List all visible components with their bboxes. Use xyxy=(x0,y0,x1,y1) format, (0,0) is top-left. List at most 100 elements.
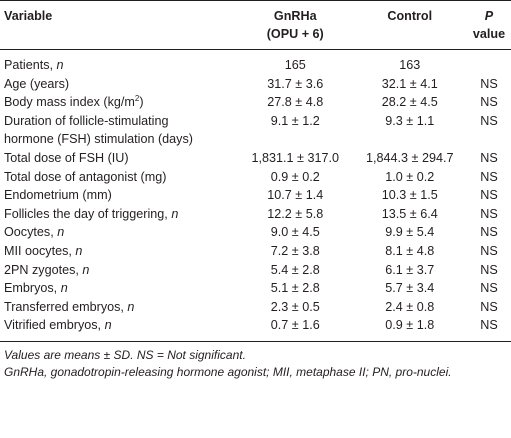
cell: 27.8 ± 4.8 xyxy=(267,95,324,110)
label: n xyxy=(56,58,64,72)
cell: 32.1 ± 4.1 xyxy=(381,76,438,91)
cell: NS xyxy=(480,281,498,296)
cell: NS xyxy=(480,206,498,221)
cell: 2.3 ± 0.5 xyxy=(270,299,320,314)
row: 2PN zygotes, n 5.4 ± 2.8 6.1 ± 3.7 NS xyxy=(0,261,511,280)
cell: NS xyxy=(480,318,498,333)
cell: 6.1 ± 3.7 xyxy=(385,262,435,277)
footnotes: Values are means ± SD. NS = Not signific… xyxy=(0,342,511,381)
row: Patients, n 165 163 xyxy=(0,50,511,75)
header-cell: Control xyxy=(353,1,468,50)
cell: NS xyxy=(480,169,498,184)
row: Oocytes, n 9.0 ± 4.5 9.9 ± 5.4 NS xyxy=(0,223,511,242)
cell: 1.0 ± 0.2 xyxy=(385,169,435,184)
cell: 2PN zygotes, n xyxy=(0,261,238,280)
row: Transferred embryos, n 2.3 ± 0.5 2.4 ± 0.8… xyxy=(0,298,511,317)
row: MII oocytes, n 7.2 ± 3.8 8.1 ± 4.8 NS xyxy=(0,242,511,261)
cell: NS xyxy=(480,243,498,258)
label: Oocytes, xyxy=(4,225,58,240)
row: Vitrified embryos, n 0.7 ± 1.6 0.9 ± 1.8 NS xyxy=(0,316,511,341)
cell: 9.3 ± 1.1 xyxy=(385,113,435,128)
label: Follicles the day of triggering, xyxy=(4,206,172,221)
label: 2 xyxy=(134,94,140,103)
label: n xyxy=(60,281,68,296)
cell: Age (years) xyxy=(4,76,70,91)
label: 2PN zygotes, xyxy=(4,262,83,277)
label: n xyxy=(171,206,179,221)
header-text: (OPU + 6) xyxy=(266,27,324,41)
cell: 28.2 ± 4.5 xyxy=(381,95,438,110)
label: n xyxy=(57,225,65,240)
header-text: Control xyxy=(387,9,433,23)
cell: 0.7 ± 1.6 xyxy=(270,318,320,333)
label: Duration of follicle-stimulating xyxy=(4,113,169,128)
label: Body mass index (kg/m xyxy=(4,95,135,110)
row: Embryos, n 5.1 ± 2.8 5.7 ± 3.4 NS xyxy=(0,279,511,298)
cell: 0.9 ± 0.2 xyxy=(270,169,320,184)
cell xyxy=(467,50,511,75)
row: Follicles the day of triggering, n 12.2 ±… xyxy=(0,205,511,224)
label: Patients, xyxy=(4,58,57,72)
cell: Embryos, n xyxy=(0,279,238,298)
label: hormone (FSH) stimulation (days) xyxy=(4,132,193,147)
cell: 1,831.1 ± 317.0 xyxy=(251,150,339,165)
cell: NS xyxy=(480,95,498,110)
label: Vitrified embryos, xyxy=(4,318,105,333)
label: Transferred embryos, xyxy=(4,299,128,314)
cell: 5.7 ± 3.4 xyxy=(385,281,435,296)
cell: 13.5 ± 6.4 xyxy=(381,206,438,221)
cell: Total dose of FSH (IU) xyxy=(4,150,129,165)
cell: Duration of follicle-stimulating hormone … xyxy=(0,112,238,149)
header-cell: GnRHa (OPU + 6) xyxy=(238,1,353,50)
row: Total dose of FSH (IU) 1,831.1 ± 317.0 1,8… xyxy=(0,149,511,168)
cell: Endometrium (mm) xyxy=(4,188,112,203)
cell: NS xyxy=(480,188,498,203)
row: Total dose of antagonist (mg) 0.9 ± 0.2 1.… xyxy=(0,168,511,187)
cell: 31.7 ± 3.6 xyxy=(267,76,324,91)
cell: 10.7 ± 1.4 xyxy=(267,188,324,203)
header-text: Variable xyxy=(4,9,53,23)
label: n xyxy=(104,318,112,333)
cell: Follicles the day of triggering, n xyxy=(0,205,238,224)
cell: Transferred embryos, n xyxy=(0,298,238,317)
label: ) xyxy=(139,95,144,110)
cell: NS xyxy=(480,76,498,91)
footnote: Values are means ± SD. NS = Not signific… xyxy=(4,347,246,362)
cell: Body mass index (kg/m2) xyxy=(0,93,238,112)
cell: 8.1 ± 4.8 xyxy=(385,243,435,258)
cell: 1,844.3 ± 294.7 xyxy=(366,150,454,165)
cell: 9.1 ± 1.2 xyxy=(270,113,320,128)
row: Age (years) 31.7 ± 3.6 32.1 ± 4.1 NS xyxy=(0,75,511,94)
cell: Oocytes, n xyxy=(0,223,238,242)
cell: MII oocytes, n xyxy=(0,242,238,261)
cell: 7.2 ± 3.8 xyxy=(270,243,320,258)
label: n xyxy=(82,262,90,277)
cell: 5.1 ± 2.8 xyxy=(270,281,320,296)
header-text: GnRHa xyxy=(273,9,317,23)
cell: 9.9 ± 5.4 xyxy=(385,225,435,240)
cell: 163 xyxy=(399,58,421,72)
cell: Patients, n xyxy=(0,50,238,75)
label: n xyxy=(75,243,83,258)
row: Body mass index (kg/m2) 27.8 ± 4.8 28.2 ± … xyxy=(0,93,511,112)
table-body: Patients, n 165 163 Age (years) 31.7 ± 3.6 3… xyxy=(0,50,511,342)
cell: 9.0 ± 4.5 xyxy=(270,225,320,240)
cell: 5.4 ± 2.8 xyxy=(270,262,320,277)
row: Duration of follicle-stimulating hormone … xyxy=(0,112,511,149)
cell: 10.3 ± 1.5 xyxy=(381,188,438,203)
label: n xyxy=(127,299,135,314)
cell: 2.4 ± 0.8 xyxy=(385,299,435,314)
cell: 12.2 ± 5.8 xyxy=(267,206,324,221)
header-text: value xyxy=(472,27,506,41)
cell: NS xyxy=(480,262,498,277)
cell: NS xyxy=(480,150,498,165)
label: MII oocytes, xyxy=(4,243,76,258)
footnote: GnRHa, gonadotropin-releasing hormone ag… xyxy=(4,364,452,379)
cell: 0.9 ± 1.8 xyxy=(385,318,435,333)
cell: Vitrified embryos, n xyxy=(0,316,238,341)
cell: NS xyxy=(480,113,498,128)
header-text: P xyxy=(484,9,494,23)
